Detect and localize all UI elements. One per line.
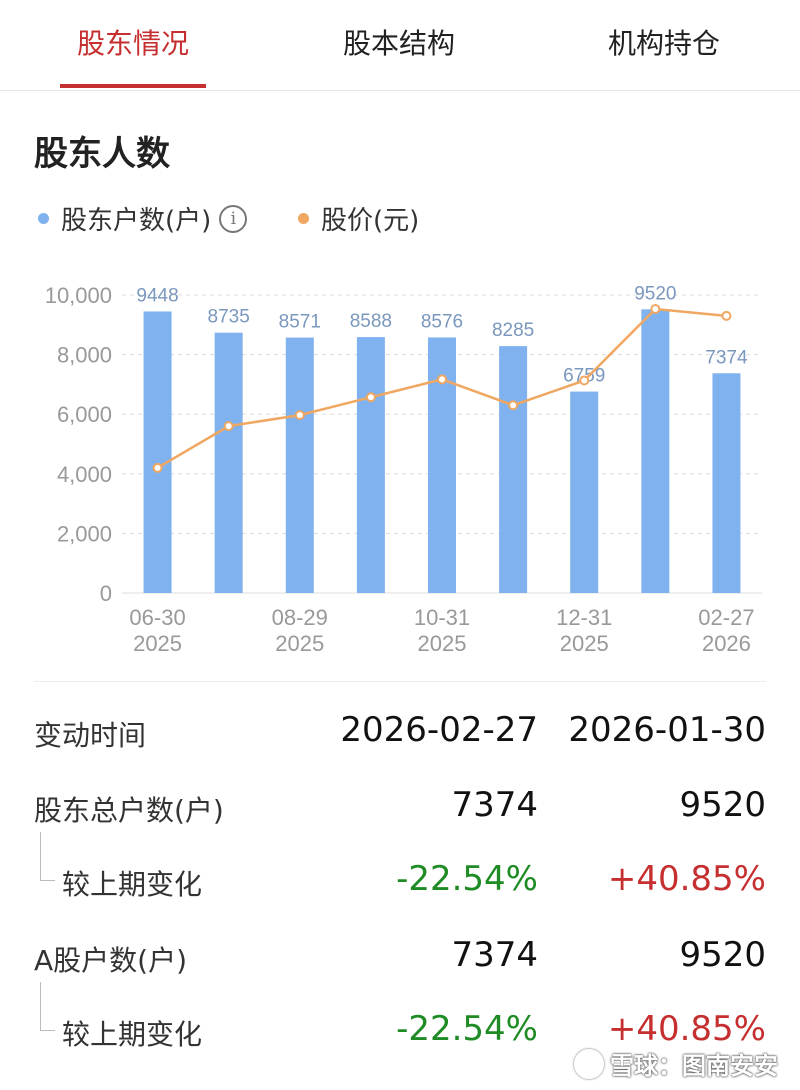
y-tick-label: 2,000: [57, 521, 112, 546]
x-tick-label: 02-27: [698, 605, 754, 630]
x-tick-year: 2025: [275, 631, 324, 656]
price-point: [579, 375, 590, 386]
tab-shareholders[interactable]: 股东情况: [77, 27, 190, 60]
y-tick-label: 0: [100, 581, 112, 606]
a-share-change-value-1: -22.54%: [396, 1009, 538, 1049]
legend-holders[interactable]: 股东户数(户) i: [38, 200, 248, 237]
legend-price-dot: [298, 213, 309, 224]
price-point: [223, 421, 234, 432]
snowball-logo-icon: [574, 1048, 604, 1079]
bar-value-label: 8285: [492, 320, 534, 341]
bar: [356, 337, 385, 593]
x-tick-label: 12-31: [556, 605, 612, 630]
watermark: 雪球：图南安安: [574, 1046, 778, 1081]
total-change-label: 较上期变化: [62, 868, 203, 901]
legend-price-label: 股价(元): [321, 206, 420, 236]
price-point: [152, 462, 163, 473]
bar: [499, 346, 528, 593]
bar-value-label: 7374: [705, 347, 748, 368]
price-point: [650, 304, 661, 315]
x-tick-label: 10-31: [414, 605, 470, 630]
a-share-change-label: 较上期变化: [62, 1018, 203, 1051]
header-date-2: 2026-01-30: [568, 710, 766, 750]
bar-value-label: 8576: [421, 311, 463, 332]
legend-holders-label: 股东户数(户): [61, 206, 212, 236]
section-title: 股东人数: [34, 134, 170, 174]
price-point: [437, 374, 447, 385]
active-tab-indicator: [60, 84, 206, 88]
bar-value-label: 9448: [136, 285, 178, 306]
x-tick-year: 2026: [702, 631, 751, 656]
bar-value-label: 8571: [279, 312, 321, 333]
a-share-holders-label: A股户数(户): [34, 944, 188, 977]
header-date-1: 2026-02-27: [340, 710, 538, 750]
shareholder-chart: 10,000 8,000 6,000 4,000 2,000 0 9448 8735 8571 8…: [45, 283, 762, 656]
x-tick-year: 2025: [133, 631, 182, 656]
x-tick-label: 08-29: [272, 605, 328, 630]
header-label: 变动时间: [34, 719, 147, 752]
tab-share-structure[interactable]: 股本结构: [343, 27, 456, 60]
y-tick-label: 4,000: [57, 462, 112, 487]
a-share-change-value-2: +40.85%: [607, 1009, 766, 1049]
bar-value-label: 9520: [634, 283, 676, 304]
bar: [641, 309, 670, 593]
total-change-value-2: +40.85%: [607, 859, 766, 899]
bar: [143, 311, 172, 593]
x-tick-year: 2025: [418, 631, 467, 656]
tree-connector: [40, 982, 55, 1031]
y-tick-label: 8,000: [57, 343, 112, 368]
bar: [712, 373, 741, 593]
total-holders-value-2: 9520: [679, 785, 766, 825]
legend-price[interactable]: 股价(元): [298, 200, 419, 237]
legend-holders-dot: [38, 213, 49, 224]
a-share-holders-value-2: 9520: [679, 935, 766, 975]
total-holders-label: 股东总户数(户): [34, 794, 224, 827]
bar: [214, 332, 243, 593]
y-tick-label: 10,000: [45, 283, 112, 308]
price-point: [294, 410, 305, 421]
info-icon[interactable]: i: [219, 204, 248, 233]
tab-bar: 股东情况 股本结构 机构持仓: [0, 0, 800, 91]
a-share-holders-value-1: 7374: [451, 935, 538, 975]
price-point: [508, 400, 519, 411]
total-holders-value-1: 7374: [451, 785, 538, 825]
bar-value-label: 8735: [208, 307, 250, 328]
x-tick-year: 2025: [560, 631, 609, 656]
y-tick-label: 6,000: [57, 402, 112, 427]
price-point: [721, 310, 732, 321]
total-change-value-1: -22.54%: [396, 859, 538, 899]
watermark-text: 雪球：图南安安: [610, 1052, 778, 1080]
bar: [570, 391, 599, 593]
tree-connector: [40, 832, 55, 881]
x-tick-label: 06-30: [129, 605, 185, 630]
price-point: [365, 392, 376, 403]
chart-divider: [34, 681, 766, 682]
bar-value-label: 8588: [350, 311, 392, 332]
bar: [285, 337, 314, 593]
tab-institutional-holdings[interactable]: 机构持仓: [608, 27, 721, 60]
